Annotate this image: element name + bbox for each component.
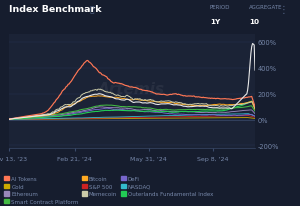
Text: PERIOD: PERIOD: [210, 5, 230, 10]
Text: Artemis: Artemis: [98, 82, 166, 97]
Text: 1Y: 1Y: [210, 19, 220, 25]
Text: ⓘ: ⓘ: [90, 5, 94, 14]
Text: AGGREGATE: AGGREGATE: [249, 5, 283, 10]
Text: 10: 10: [249, 19, 259, 25]
Text: ⋮: ⋮: [278, 5, 288, 15]
Text: Index Benchmark: Index Benchmark: [9, 5, 102, 14]
Legend: AI Tokens, Gold, Ethereum, Smart Contract Platform, Bitcoin, S&P 500, Memecoin, : AI Tokens, Gold, Ethereum, Smart Contrac…: [4, 176, 213, 204]
